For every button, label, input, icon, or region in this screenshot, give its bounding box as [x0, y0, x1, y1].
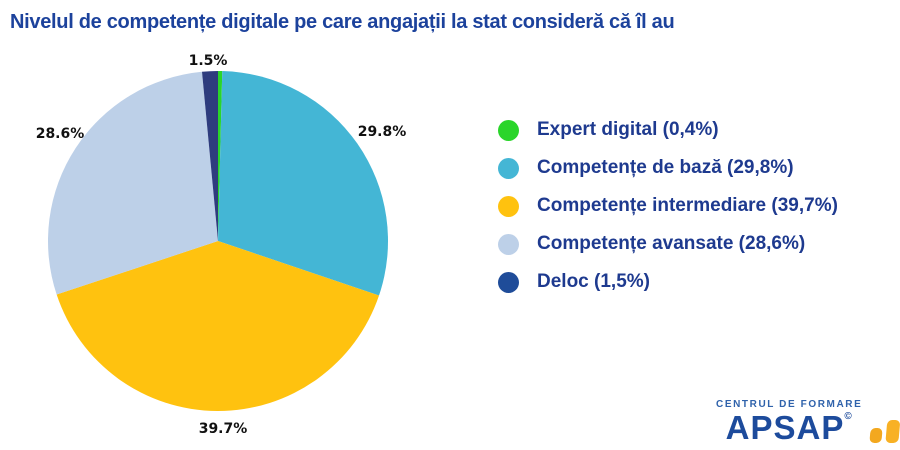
legend-color-dot [498, 119, 519, 141]
legend-item-label: Expert digital (0,4%) [537, 119, 719, 140]
legend-color-dot [498, 233, 519, 255]
legend-item: Competențe de bază (29,8%) [498, 157, 838, 179]
legend-color-dot [498, 195, 519, 217]
pie-slice-deloc [202, 70, 218, 241]
logo-text-block: CENTRUL DE FORMARE APSAP© [716, 399, 863, 446]
pie-slice-competențe-intermediare [56, 241, 380, 412]
legend-item: Competențe intermediare (39,7%) [498, 195, 838, 217]
slice-value-label-deloc: 1.5% [188, 53, 228, 69]
legend-item-label: Competențe de bază (29,8%) [537, 157, 794, 178]
logo-tagline: CENTRUL DE FORMARE [716, 399, 863, 410]
bar-icon-medium [885, 420, 900, 444]
logo-name: APSAP© [725, 409, 853, 446]
legend-item: Competențe avansate (28,6%) [498, 233, 838, 255]
legend-item-label: Deloc (1,5%) [537, 271, 650, 292]
legend-color-dot [498, 271, 519, 293]
chart-title: Nivelul de competențe digitale pe care a… [10, 11, 675, 33]
pie-slice-competențe-avansate [47, 71, 218, 295]
legend-color-dot [498, 157, 519, 179]
pie-slice-expert-digital [218, 70, 223, 241]
pie-slice-competențe-de-bază [218, 71, 389, 296]
logo-wordmark: APSAP [725, 409, 845, 446]
slice-value-label-baza: 29.8% [357, 124, 407, 140]
legend: Expert digital (0,4%) Competențe de bază … [498, 119, 838, 293]
copyright-mark: © [844, 411, 853, 422]
apsap-logo: CENTRUL DE FORMARE APSAP© [716, 399, 900, 446]
slice-value-label-avansate: 28.6% [35, 126, 85, 142]
bar-chart-icon [869, 405, 900, 444]
slice-value-label-intermediare: 39.7% [198, 421, 248, 437]
legend-item: Expert digital (0,4%) [498, 119, 838, 141]
legend-item-label: Competențe avansate (28,6%) [537, 233, 806, 254]
bar-icon-small [869, 428, 884, 444]
legend-item-label: Competențe intermediare (39,7%) [537, 195, 838, 216]
legend-item: Deloc (1,5%) [498, 271, 838, 293]
